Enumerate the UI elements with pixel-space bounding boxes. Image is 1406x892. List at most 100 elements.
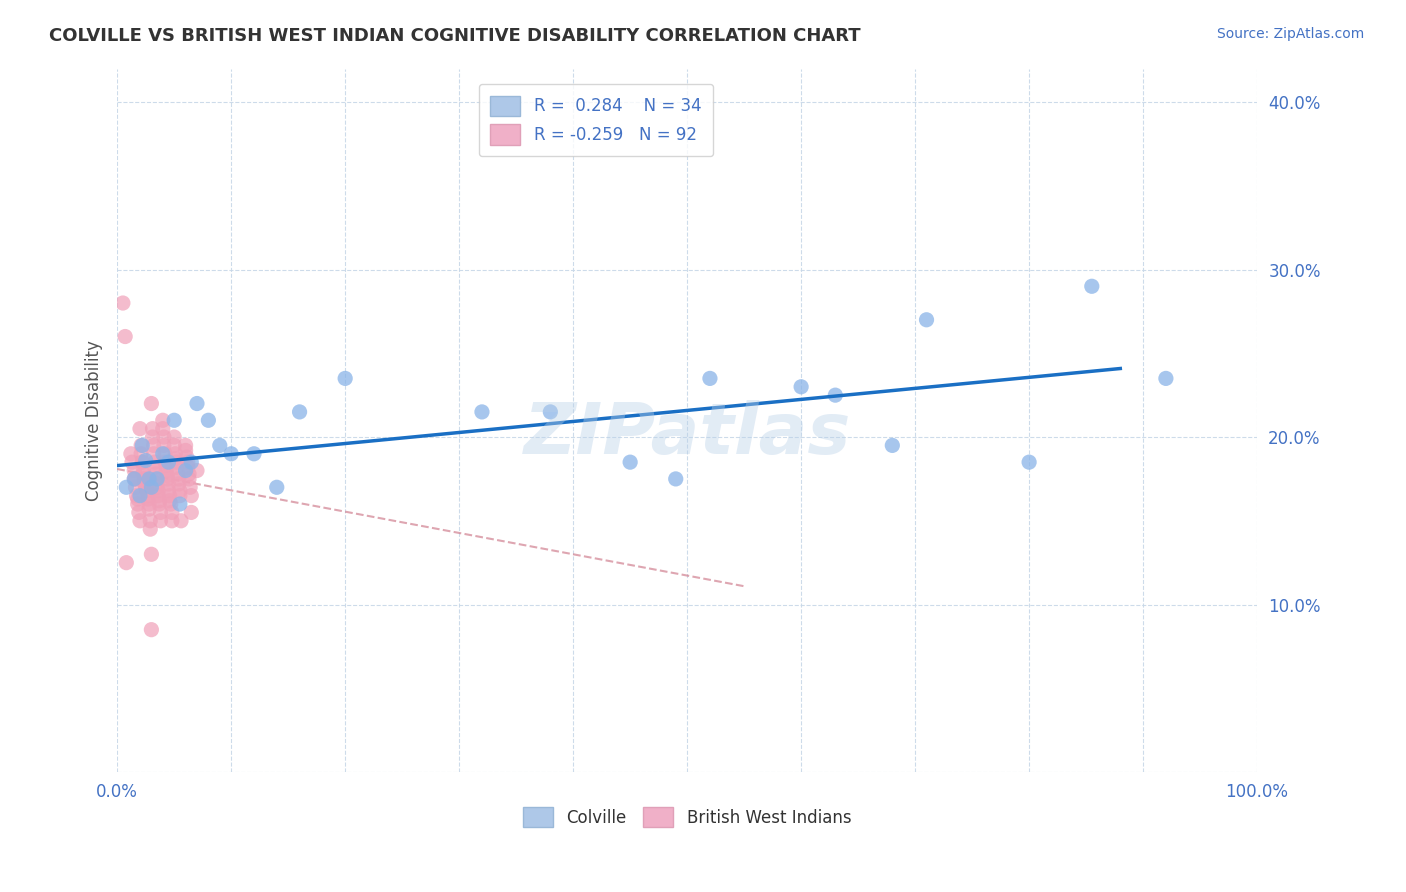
Point: [159, 497, 181, 511]
Point: [124, 480, 146, 494]
Point: [143, 460, 166, 475]
Point: [135, 480, 157, 494]
Point: [131, 455, 153, 469]
Point: [146, 480, 169, 494]
Point: [135, 483, 157, 498]
Point: [124, 472, 146, 486]
Point: [165, 447, 187, 461]
Point: [124, 472, 146, 486]
Point: [152, 447, 174, 461]
Point: [152, 413, 174, 427]
Point: [115, 556, 138, 570]
Point: [129, 422, 152, 436]
Point: [163, 413, 186, 427]
Point: [157, 455, 180, 469]
Point: [163, 430, 186, 444]
Point: [148, 493, 170, 508]
Point: [169, 497, 191, 511]
Point: [166, 467, 188, 481]
Point: [170, 514, 193, 528]
Point: [180, 489, 202, 503]
Point: [129, 447, 152, 461]
Point: [471, 405, 494, 419]
Point: [141, 422, 163, 436]
Point: [121, 455, 143, 469]
Point: [129, 438, 152, 452]
Point: [882, 438, 904, 452]
Point: [141, 480, 163, 494]
Y-axis label: Cognitive Disability: Cognitive Disability: [86, 340, 103, 500]
Point: [166, 455, 188, 469]
Point: [179, 480, 201, 494]
Point: [141, 623, 163, 637]
Point: [177, 467, 200, 481]
Point: [160, 505, 183, 519]
Point: [156, 472, 179, 486]
Point: [177, 460, 200, 475]
Point: [208, 438, 231, 452]
Point: [148, 483, 170, 498]
Point: [115, 480, 138, 494]
Point: [186, 396, 208, 410]
Point: [159, 489, 181, 503]
Point: [174, 438, 197, 452]
Point: [149, 514, 172, 528]
Point: [167, 477, 190, 491]
Point: [132, 464, 155, 478]
Point: [114, 329, 136, 343]
Point: [157, 483, 180, 498]
Point: [134, 477, 156, 491]
Point: [152, 422, 174, 436]
Point: [141, 547, 163, 561]
Point: [156, 468, 179, 483]
Text: Source: ZipAtlas.com: Source: ZipAtlas.com: [1216, 27, 1364, 41]
Point: [619, 455, 641, 469]
Point: [148, 497, 170, 511]
Point: [138, 497, 160, 511]
Point: [166, 460, 188, 475]
Point: [129, 514, 152, 528]
Point: [153, 455, 176, 469]
Point: [288, 405, 311, 419]
Point: [174, 464, 197, 478]
Point: [146, 477, 169, 491]
Point: [143, 455, 166, 469]
Point: [138, 502, 160, 516]
Point: [177, 455, 200, 469]
Point: [333, 371, 356, 385]
Point: [127, 497, 149, 511]
Point: [1154, 371, 1177, 385]
Point: [153, 438, 176, 452]
Point: [141, 430, 163, 444]
Point: [129, 489, 152, 503]
Point: [790, 380, 813, 394]
Point: [219, 447, 242, 461]
Point: [111, 296, 134, 310]
Point: [136, 489, 159, 503]
Point: [169, 483, 191, 498]
Point: [128, 505, 150, 519]
Point: [153, 430, 176, 444]
Point: [197, 413, 219, 427]
Point: [665, 472, 688, 486]
Point: [135, 480, 157, 494]
Point: [145, 472, 167, 486]
Point: [127, 491, 149, 506]
Point: [125, 489, 148, 503]
Point: [139, 514, 162, 528]
Point: [186, 464, 208, 478]
Point: [138, 472, 160, 486]
Point: [134, 472, 156, 486]
Point: [142, 447, 165, 461]
Point: [167, 472, 190, 486]
Text: COLVILLE VS BRITISH WEST INDIAN COGNITIVE DISABILITY CORRELATION CHART: COLVILLE VS BRITISH WEST INDIAN COGNITIV…: [49, 27, 860, 45]
Point: [824, 388, 846, 402]
Point: [1018, 455, 1040, 469]
Point: [120, 447, 142, 461]
Point: [135, 453, 157, 467]
Point: [131, 455, 153, 469]
Legend: Colville, British West Indians: Colville, British West Indians: [516, 800, 858, 834]
Point: [157, 477, 180, 491]
Point: [155, 464, 177, 478]
Point: [538, 405, 561, 419]
